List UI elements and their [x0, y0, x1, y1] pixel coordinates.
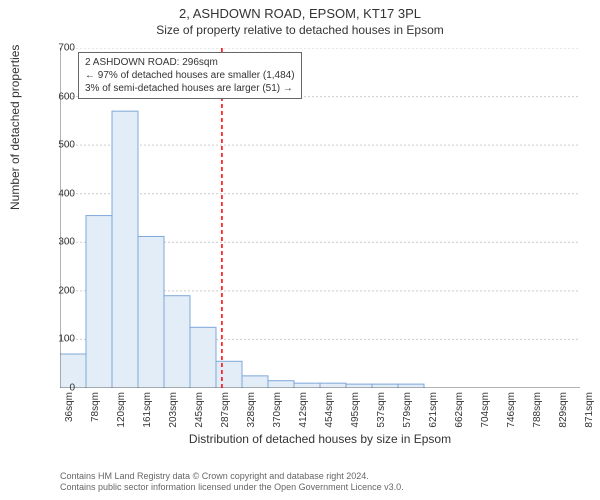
x-tick-label: 370sqm — [272, 392, 283, 432]
x-tick-label: 454sqm — [324, 392, 335, 432]
chart-title-sub: Size of property relative to detached ho… — [0, 21, 600, 37]
x-tick-label: 328sqm — [246, 392, 257, 432]
x-tick-label: 746sqm — [506, 392, 517, 432]
x-tick-label: 203sqm — [168, 392, 179, 432]
y-tick-label: 500 — [45, 140, 75, 151]
y-tick-label: 200 — [45, 285, 75, 296]
x-tick-label: 495sqm — [350, 392, 361, 432]
x-tick-label: 662sqm — [454, 392, 465, 432]
y-tick-label: 400 — [45, 188, 75, 199]
x-axis-label: Distribution of detached houses by size … — [60, 432, 580, 446]
chart-area: 2 ASHDOWN ROAD: 296sqm ← 97% of detached… — [60, 48, 580, 388]
x-tick-label: 788sqm — [532, 392, 543, 432]
y-tick-label: 100 — [45, 334, 75, 345]
y-tick-label: 600 — [45, 91, 75, 102]
x-tick-label: 579sqm — [402, 392, 413, 432]
credits-line-2: Contains public sector information licen… — [60, 482, 404, 494]
x-tick-label: 871sqm — [584, 392, 595, 432]
info-line-1: 2 ASHDOWN ROAD: 296sqm — [85, 56, 295, 69]
y-tick-label: 300 — [45, 237, 75, 248]
x-tick-label: 120sqm — [116, 392, 127, 432]
x-tick-label: 621sqm — [428, 392, 439, 432]
info-box: 2 ASHDOWN ROAD: 296sqm ← 97% of detached… — [78, 52, 302, 99]
info-line-2: ← 97% of detached houses are smaller (1,… — [85, 69, 295, 82]
y-axis-label: Number of detached properties — [8, 45, 22, 210]
info-line-3: 3% of semi-detached houses are larger (5… — [85, 82, 295, 95]
credits-line-1: Contains HM Land Registry data © Crown c… — [60, 471, 404, 483]
x-tick-label: 287sqm — [220, 392, 231, 432]
x-tick-label: 537sqm — [376, 392, 387, 432]
histogram-plot — [60, 48, 580, 388]
x-tick-label: 245sqm — [194, 392, 205, 432]
x-tick-label: 36sqm — [64, 392, 75, 432]
x-tick-label: 829sqm — [558, 392, 569, 432]
chart-container: 2, ASHDOWN ROAD, EPSOM, KT17 3PL Size of… — [0, 0, 600, 500]
x-tick-label: 78sqm — [90, 392, 101, 432]
x-tick-label: 412sqm — [298, 392, 309, 432]
credits: Contains HM Land Registry data © Crown c… — [60, 471, 404, 494]
x-tick-label: 704sqm — [480, 392, 491, 432]
y-tick-label: 700 — [45, 43, 75, 54]
chart-title-main: 2, ASHDOWN ROAD, EPSOM, KT17 3PL — [0, 0, 600, 21]
x-tick-label: 161sqm — [142, 392, 153, 432]
